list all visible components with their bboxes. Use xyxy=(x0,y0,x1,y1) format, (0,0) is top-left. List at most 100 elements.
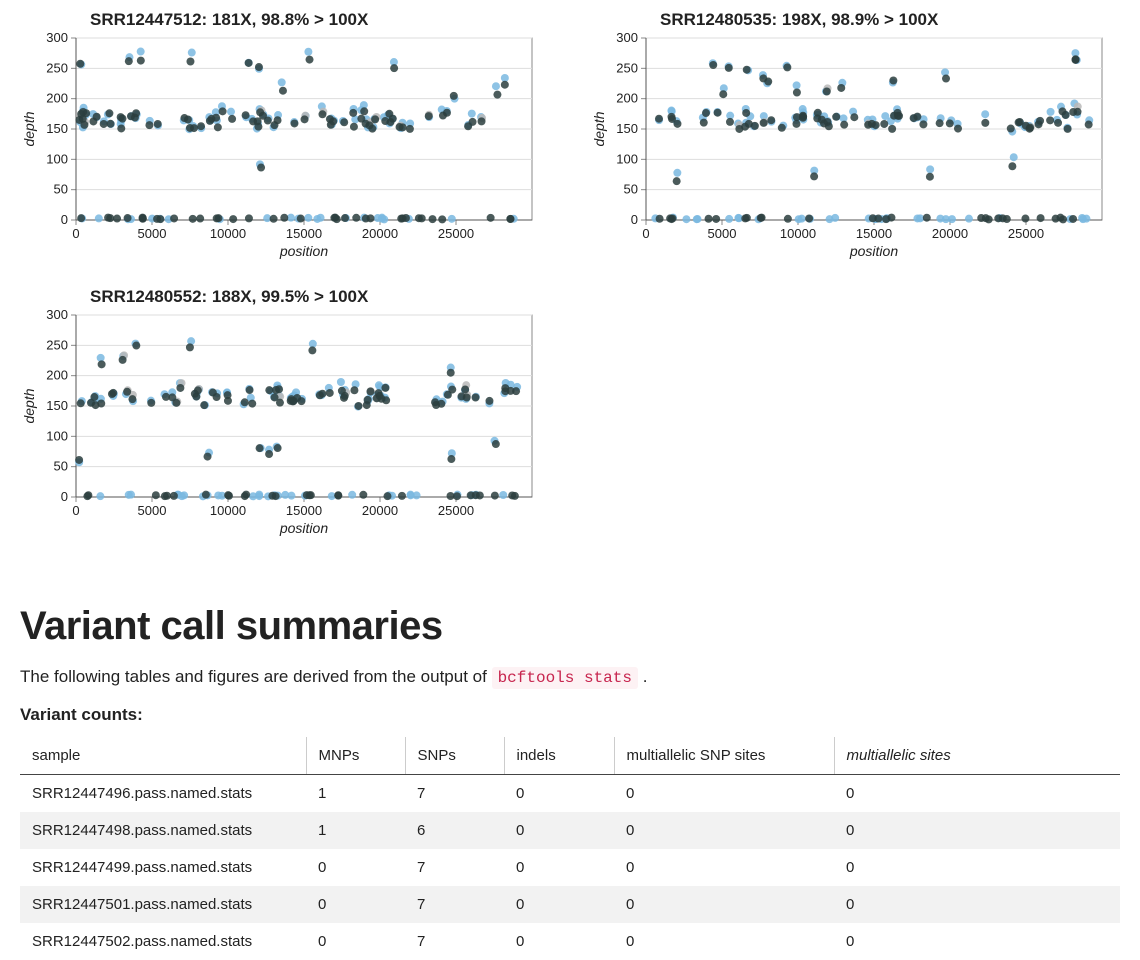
table-cell: 0 xyxy=(834,886,1120,923)
table-cell: 0 xyxy=(306,849,405,886)
table-cell: 0 xyxy=(306,886,405,923)
chart-title: SRR12480552: 188X, 99.5% > 100X xyxy=(90,287,550,307)
variant-summaries-section: Variant call summaries The following tab… xyxy=(0,604,1140,960)
svg-text:10000: 10000 xyxy=(210,226,246,241)
svg-text:300: 300 xyxy=(616,32,638,45)
desc-text: The following tables and figures are der… xyxy=(20,667,492,686)
depth-chart-0: SRR12447512: 181X, 98.8% > 100X 05010015… xyxy=(20,10,550,267)
table-header-row: sampleMNPsSNPsindelsmultiallelic SNP sit… xyxy=(20,737,1120,775)
svg-text:10000: 10000 xyxy=(210,503,246,518)
depth-charts-grid: SRR12447512: 181X, 98.8% > 100X 05010015… xyxy=(0,0,1140,574)
svg-text:200: 200 xyxy=(616,91,638,106)
table-row: SRR12447501.pass.named.stats07000 xyxy=(20,886,1120,923)
table-cell: 0 xyxy=(834,812,1120,849)
column-header: multiallelic SNP sites xyxy=(614,737,834,775)
table-cell: 0 xyxy=(614,775,834,813)
table-cell: 0 xyxy=(504,923,614,960)
svg-text:depth: depth xyxy=(21,388,37,423)
svg-text:25000: 25000 xyxy=(1008,226,1044,241)
svg-text:15000: 15000 xyxy=(286,226,322,241)
table-cell: 0 xyxy=(614,849,834,886)
table-cell: 0 xyxy=(504,775,614,813)
table-cell: 7 xyxy=(405,886,504,923)
table-cell: 0 xyxy=(614,886,834,923)
section-description: The following tables and figures are der… xyxy=(20,667,1120,687)
svg-text:50: 50 xyxy=(624,182,638,197)
svg-text:150: 150 xyxy=(46,121,68,136)
table-cell: 0 xyxy=(504,849,614,886)
table-subtitle: Variant counts: xyxy=(20,705,1120,725)
column-header: MNPs xyxy=(306,737,405,775)
svg-text:0: 0 xyxy=(72,226,79,241)
svg-text:20000: 20000 xyxy=(362,503,398,518)
table-cell: 6 xyxy=(405,812,504,849)
table-row: SRR12447496.pass.named.stats17000 xyxy=(20,775,1120,813)
svg-text:0: 0 xyxy=(631,212,638,227)
chart-svg: 0501001502002503000500010000150002000025… xyxy=(20,32,540,262)
svg-text:25000: 25000 xyxy=(438,226,474,241)
svg-text:5000: 5000 xyxy=(138,226,167,241)
column-header: indels xyxy=(504,737,614,775)
chart-title: SRR12480535: 198X, 98.9% > 100X xyxy=(660,10,1120,30)
inline-code: bcftools stats xyxy=(492,667,638,689)
table-cell: 0 xyxy=(834,849,1120,886)
svg-text:25000: 25000 xyxy=(438,503,474,518)
column-header: SNPs xyxy=(405,737,504,775)
table-cell: 0 xyxy=(834,775,1120,813)
svg-text:100: 100 xyxy=(616,151,638,166)
column-header: multiallelic sites xyxy=(834,737,1120,775)
table-cell: 0 xyxy=(306,923,405,960)
table-cell: 0 xyxy=(614,812,834,849)
svg-text:10000: 10000 xyxy=(780,226,816,241)
svg-text:250: 250 xyxy=(46,337,68,352)
depth-chart-1: SRR12480535: 198X, 98.9% > 100X 0 50 100 15… xyxy=(590,10,1120,267)
svg-text:20000: 20000 xyxy=(932,226,968,241)
table-cell: 7 xyxy=(405,849,504,886)
svg-text:50: 50 xyxy=(54,459,68,474)
svg-text:0: 0 xyxy=(61,212,68,227)
chart-svg: 0501001502002503000500010000150002000025… xyxy=(20,309,540,539)
table-row: SRR12447499.pass.named.stats07000 xyxy=(20,849,1120,886)
desc-text: . xyxy=(638,667,647,686)
svg-text:position: position xyxy=(279,520,328,536)
table-cell: SRR12447498.pass.named.stats xyxy=(20,812,306,849)
table-cell: SRR12447496.pass.named.stats xyxy=(20,775,306,813)
table-cell: 0 xyxy=(504,812,614,849)
table-body: SRR12447496.pass.named.stats17000SRR1244… xyxy=(20,775,1120,960)
table-cell: SRR12447499.pass.named.stats xyxy=(20,849,306,886)
column-header: sample xyxy=(20,737,306,775)
table-cell: 7 xyxy=(405,923,504,960)
svg-text:depth: depth xyxy=(21,111,37,146)
svg-text:300: 300 xyxy=(46,309,68,322)
svg-text:15000: 15000 xyxy=(856,226,892,241)
table-cell: 7 xyxy=(405,775,504,813)
table-cell: 0 xyxy=(614,923,834,960)
table-row: SRR12447502.pass.named.stats07000 xyxy=(20,923,1120,960)
table-cell: SRR12447502.pass.named.stats xyxy=(20,923,306,960)
svg-text:position: position xyxy=(279,243,328,259)
svg-text:250: 250 xyxy=(616,60,638,75)
svg-text:100: 100 xyxy=(46,151,68,166)
svg-text:15000: 15000 xyxy=(286,503,322,518)
svg-text:5000: 5000 xyxy=(138,503,167,518)
svg-text:150: 150 xyxy=(616,121,638,136)
svg-text:depth: depth xyxy=(591,111,607,146)
chart-svg: 0 50 100 150 200 250 300 0 5000 10000 15000 20000 25… xyxy=(590,32,1110,262)
svg-text:0: 0 xyxy=(72,503,79,518)
section-title: Variant call summaries xyxy=(20,604,1120,649)
svg-text:20000: 20000 xyxy=(362,226,398,241)
svg-text:0: 0 xyxy=(61,489,68,504)
depth-chart-2: SRR12480552: 188X, 99.5% > 100X 0 50 100 15… xyxy=(20,287,550,544)
svg-text:50: 50 xyxy=(54,182,68,197)
svg-text:0: 0 xyxy=(642,226,649,241)
table-cell: 0 xyxy=(504,886,614,923)
svg-text:position: position xyxy=(849,243,898,259)
table-cell: 1 xyxy=(306,775,405,813)
svg-text:100: 100 xyxy=(46,428,68,443)
table-row: SRR12447498.pass.named.stats16000 xyxy=(20,812,1120,849)
table-cell: 1 xyxy=(306,812,405,849)
table-cell: 0 xyxy=(834,923,1120,960)
svg-text:250: 250 xyxy=(46,60,68,75)
svg-text:150: 150 xyxy=(46,398,68,413)
svg-text:5000: 5000 xyxy=(708,226,737,241)
